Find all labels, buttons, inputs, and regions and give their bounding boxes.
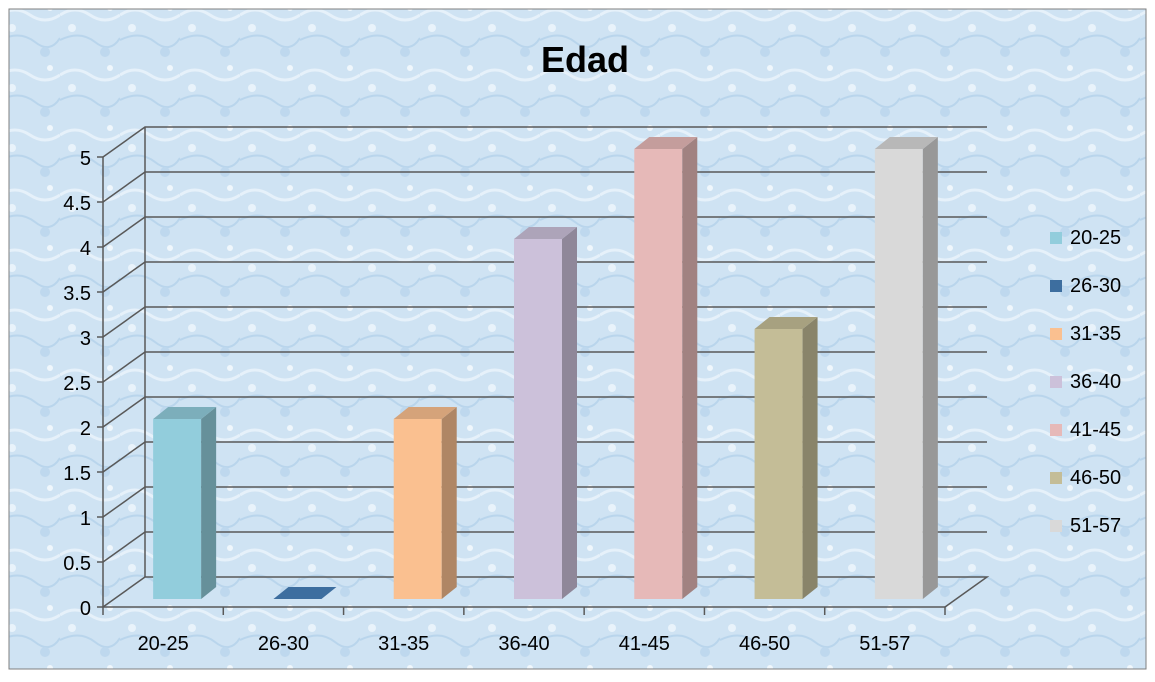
bar-side <box>802 317 818 599</box>
bar-top <box>754 317 818 329</box>
bar-top <box>393 407 457 419</box>
x-tick-label: 36-40 <box>498 633 549 655</box>
y-tick-label: 0 <box>80 598 91 620</box>
y-tick-label: 1.5 <box>63 463 91 485</box>
bar-26-30 <box>273 587 337 599</box>
chart-title: Edad <box>541 39 629 80</box>
bar-side <box>441 407 457 599</box>
y-tick-label: 4 <box>80 238 91 260</box>
y-tick-label: 3 <box>80 328 91 350</box>
legend-entry: 36-40 <box>1050 371 1121 393</box>
legend-label: 36-40 <box>1070 371 1121 393</box>
bar-side <box>201 407 217 599</box>
y-axis-tick-labels: 0 0.5 1 1.5 2 2.5 3 3.5 4 4.5 5 <box>63 148 91 620</box>
y-tick-label: 1 <box>80 508 91 530</box>
legend-swatch <box>1050 520 1062 532</box>
legend: 20-25 26-30 31-35 36-40 41-45 46-50 51-57 <box>1050 227 1121 537</box>
legend-entry: 20-25 <box>1050 227 1121 249</box>
x-axis-tick-labels: 20-25 26-30 31-35 36-40 41-45 46-50 51-57 <box>138 633 911 655</box>
bar-top <box>514 227 577 239</box>
legend-swatch <box>1050 328 1062 340</box>
y-tick-label: 2.5 <box>63 373 91 395</box>
bar-front <box>754 329 803 599</box>
bars <box>153 137 938 599</box>
legend-label: 51-57 <box>1070 515 1121 537</box>
bar-51-57 <box>874 137 938 599</box>
x-tick-label: 20-25 <box>138 633 189 655</box>
bar-front <box>393 419 442 599</box>
legend-label: 20-25 <box>1070 227 1121 249</box>
bar-front <box>514 239 562 599</box>
legend-swatch <box>1050 472 1062 484</box>
bar-top <box>874 137 938 149</box>
y-tick-label: 3.5 <box>63 283 91 305</box>
bar-side <box>562 227 577 599</box>
legend-swatch <box>1050 280 1062 292</box>
x-tick-label: 51-57 <box>859 633 910 655</box>
legend-entry: 31-35 <box>1050 323 1121 345</box>
legend-entry: 41-45 <box>1050 419 1121 441</box>
x-tick-label: 26-30 <box>258 633 309 655</box>
bar-41-45 <box>634 137 698 599</box>
bar-top <box>273 587 337 599</box>
legend-swatch <box>1050 424 1062 436</box>
bar-front <box>634 149 683 599</box>
legend-label: 41-45 <box>1070 419 1121 441</box>
axes <box>97 127 946 615</box>
x-tick-label: 41-45 <box>619 633 670 655</box>
legend-label: 31-35 <box>1070 323 1121 345</box>
bar-front <box>153 419 202 599</box>
bar-36-40 <box>514 227 577 599</box>
bar-front <box>874 149 923 599</box>
bar-46-50 <box>754 317 818 599</box>
legend-entry: 51-57 <box>1050 515 1121 537</box>
bar-side <box>922 137 938 599</box>
y-tick-label: 4.5 <box>63 193 91 215</box>
bar-20-25 <box>153 407 217 599</box>
legend-label: 26-30 <box>1070 275 1121 297</box>
legend-entry: 46-50 <box>1050 467 1121 489</box>
x-tick-label: 46-50 <box>739 633 790 655</box>
bar-31-35 <box>393 407 457 599</box>
legend-entry: 26-30 <box>1050 275 1121 297</box>
y-tick-label: 2 <box>80 418 91 440</box>
legend-swatch <box>1050 232 1062 244</box>
bar-top <box>634 137 698 149</box>
x-tick-label: 31-35 <box>378 633 429 655</box>
legend-swatch <box>1050 376 1062 388</box>
y-tick-label: 0.5 <box>63 553 91 575</box>
y-tick-label: 5 <box>80 148 91 170</box>
bar-side <box>682 137 698 599</box>
legend-label: 46-50 <box>1070 467 1121 489</box>
bar-top <box>153 407 217 419</box>
